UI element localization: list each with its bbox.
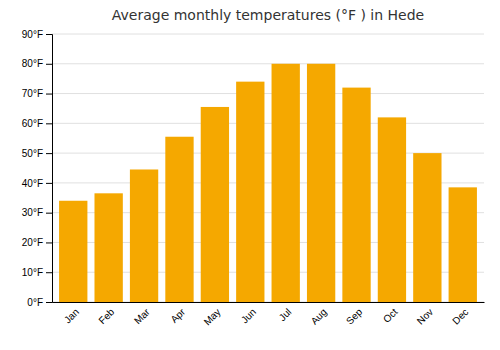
bar	[449, 187, 477, 302]
y-tick-label: 50°F	[22, 148, 43, 159]
y-tick: 70°F	[22, 88, 52, 99]
grid-line	[52, 123, 484, 124]
y-tick: 30°F	[22, 207, 52, 218]
title: Average monthly temperatures (°F ) in He…	[112, 7, 424, 23]
x-tick: Sep	[344, 306, 365, 327]
x-axis-line	[53, 302, 485, 303]
y-tick-mark	[46, 183, 52, 184]
bar	[59, 201, 87, 302]
x-tick-label: Jul	[277, 306, 294, 323]
bar	[378, 117, 406, 302]
x-tick: Feb	[96, 306, 116, 326]
y-tick-label: 90°F	[22, 29, 43, 40]
y-tick-mark	[46, 94, 52, 95]
bar	[272, 64, 300, 302]
x-tick: Nov	[415, 306, 435, 326]
x-tick-label: Apr	[168, 306, 187, 325]
y-tick: 50°F	[22, 148, 52, 159]
y-tick-mark	[46, 302, 52, 303]
y-tick: 90°F	[22, 29, 52, 40]
grid	[52, 34, 484, 302]
bars	[59, 64, 477, 302]
y-tick: 40°F	[22, 178, 52, 189]
bar	[94, 193, 122, 302]
x-tick: Jul	[277, 306, 294, 323]
y-tick: 80°F	[22, 58, 52, 69]
grid-line	[52, 63, 484, 64]
bar	[342, 88, 370, 302]
x-tick-label: Feb	[96, 306, 116, 326]
bar	[413, 153, 441, 302]
bar	[236, 82, 264, 302]
y-tick-label: 40°F	[22, 178, 43, 189]
y-tick-label: 10°F	[22, 267, 43, 278]
x-tick: Dec	[450, 306, 470, 326]
bar	[201, 107, 229, 302]
x-tick: Jan	[62, 306, 81, 325]
x-tick: Jun	[239, 306, 258, 325]
grid-line	[52, 34, 484, 35]
y-tick-mark	[46, 34, 52, 35]
y-tick-label: 30°F	[22, 207, 43, 218]
x-tick-label: Nov	[415, 306, 435, 326]
y-axis-line	[46, 35, 53, 303]
y-tick: 0°F	[27, 297, 52, 308]
y-tick: 20°F	[22, 237, 52, 248]
x-tick: May	[202, 306, 223, 327]
y-tick-label: 60°F	[22, 118, 43, 129]
y-tick-label: 70°F	[22, 88, 43, 99]
x-tick-label: Dec	[450, 306, 470, 326]
y-axis: 0°F 10°F 20°F 30°F 40°F 50°F 60°F 70°F 80°F 90°F	[22, 29, 53, 308]
bar	[307, 64, 335, 302]
y-tick-mark	[46, 64, 52, 65]
grid-line	[52, 93, 484, 94]
x-tick: Aug	[309, 306, 329, 326]
y-tick-label: 80°F	[22, 58, 43, 69]
bar	[165, 137, 193, 302]
x-axis: Jan Feb Mar Apr May Jun Jul Aug Sep Oct Nov Dec	[53, 303, 485, 328]
bar	[130, 169, 158, 302]
y-tick-mark	[46, 213, 52, 214]
x-tick-label: Sep	[344, 306, 365, 327]
x-tick-label: Mar	[132, 306, 152, 326]
x-tick-label: Jun	[239, 306, 258, 325]
x-tick-label: May	[202, 306, 223, 327]
y-tick: 60°F	[22, 118, 52, 129]
x-tick-label: Aug	[309, 306, 329, 326]
y-tick-label: 0°F	[27, 297, 43, 308]
plot: 0°F 10°F 20°F 30°F 40°F 50°F 60°F 70°F 80°F 90°F J…	[22, 29, 485, 328]
x-tick: Mar	[132, 306, 152, 326]
y-tick-mark	[46, 272, 52, 273]
y-tick-mark	[46, 153, 52, 154]
x-tick: Oct	[381, 306, 400, 325]
y-tick: 10°F	[22, 267, 52, 278]
x-tick: Apr	[168, 306, 187, 325]
y-tick-label: 20°F	[22, 237, 43, 248]
x-tick-label: Jan	[62, 306, 81, 325]
x-tick-label: Oct	[381, 306, 400, 325]
chart: 0°F 10°F 20°F 30°F 40°F 50°F 60°F 70°F 80°F 90°F J…	[0, 0, 500, 350]
y-tick-mark	[46, 123, 52, 124]
y-tick-mark	[46, 242, 52, 243]
